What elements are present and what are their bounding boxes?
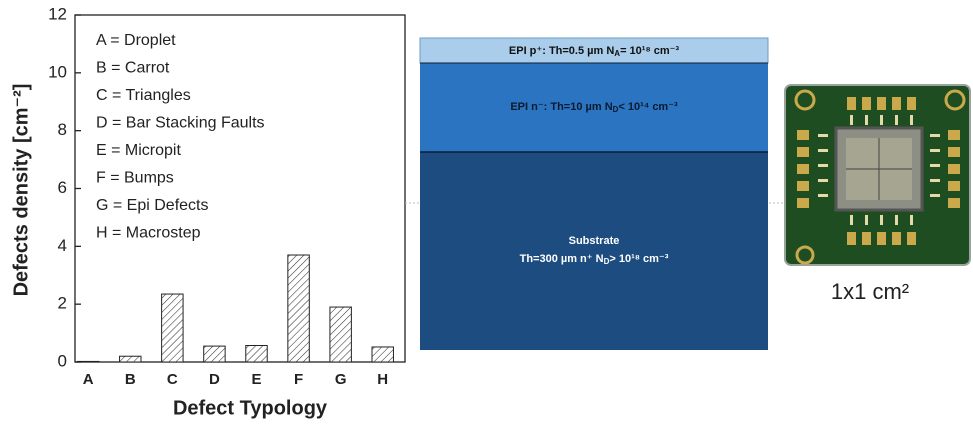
pad [797,147,809,157]
legend-text: C = Triangles [96,87,191,104]
figure: Defect Typology Defects density [cm⁻²] 0… [0,0,973,429]
y-axis-title: Defects density [cm⁻²] [10,84,32,297]
x-tick-label: H [377,371,388,388]
pad [880,115,883,125]
x-tick-label: B [125,371,136,388]
pad [948,198,960,208]
pad [865,115,868,125]
pad [907,97,916,110]
bar [288,255,309,362]
layer-substrate [420,152,768,350]
pad [910,215,913,225]
pad [880,215,883,225]
legend-text: G = Epi Defects [96,197,209,214]
legend-text: B = Carrot [96,60,170,77]
bar [330,307,351,362]
y-tick-label: 4 [58,236,67,255]
bar-chart: Defect Typology Defects density [cm⁻²] 0… [10,4,405,419]
pad [818,179,828,182]
y-tick-label: 2 [58,294,67,313]
pad [818,149,828,152]
pad [948,164,960,174]
pad [892,97,901,110]
legend-text: E = Micropit [96,142,181,159]
pad [818,134,828,137]
pad [948,181,960,191]
legend-text: D = Bar Stacking Faults [96,115,265,132]
pad [850,115,853,125]
device-photo: 1x1 cm² [785,85,970,304]
legend-text: F = Bumps [96,170,174,187]
layer-label: Substrate [569,235,620,247]
mount-hole [796,91,814,109]
pad [907,232,916,245]
bar [204,346,225,362]
pad [930,179,940,182]
pad [847,97,856,110]
pad [797,130,809,140]
photo-caption: 1x1 cm² [831,279,909,304]
pad [910,115,913,125]
layer-label: Th=300 µm n⁺ ND> 10¹⁸ cm⁻³ [520,253,669,266]
mount-hole [946,91,964,109]
pad [797,181,809,191]
layer-label: EPI n⁻: Th=10 µm ND< 10¹⁴ cm⁻³ [510,101,678,114]
y-tick-label: 6 [58,178,67,197]
pad [948,130,960,140]
bar [246,346,267,362]
pad [930,149,940,152]
bar [162,294,183,362]
pad [930,164,940,167]
y-tick-label: 8 [58,120,67,139]
bar [372,347,393,362]
x-tick-label: G [335,371,347,388]
pad [847,232,856,245]
pad [818,194,828,197]
pad [895,215,898,225]
pad [850,215,853,225]
pad [948,147,960,157]
layer-diagram: EPI p⁺: Th=0.5 µm NA= 10¹⁸ cm⁻³ EPI n⁻: … [405,38,785,350]
pad [930,134,940,137]
pad [892,232,901,245]
pad [797,164,809,174]
y-tick-label: 10 [48,62,67,81]
x-tick-label: C [167,371,178,388]
bar [120,356,141,362]
pad [862,232,871,245]
legend-text: A = Droplet [96,32,176,49]
pad [895,115,898,125]
bar [77,361,98,362]
pad [818,164,828,167]
x-tick-label: A [83,371,94,388]
y-tick-label: 0 [58,351,67,370]
x-tick-label: E [251,371,261,388]
pad [797,198,809,208]
pad [862,97,871,110]
y-tick-label: 12 [48,4,67,23]
layer-label: EPI p⁺: Th=0.5 µm NA= 10¹⁸ cm⁻³ [509,45,680,58]
x-tick-label: D [209,371,220,388]
pad [877,97,886,110]
pad [865,215,868,225]
pad [877,232,886,245]
mount-hole [797,247,813,263]
x-tick-label: F [294,371,303,388]
legend-text: H = Macrostep [96,225,201,242]
x-axis-title: Defect Typology [173,397,328,419]
pad [930,194,940,197]
